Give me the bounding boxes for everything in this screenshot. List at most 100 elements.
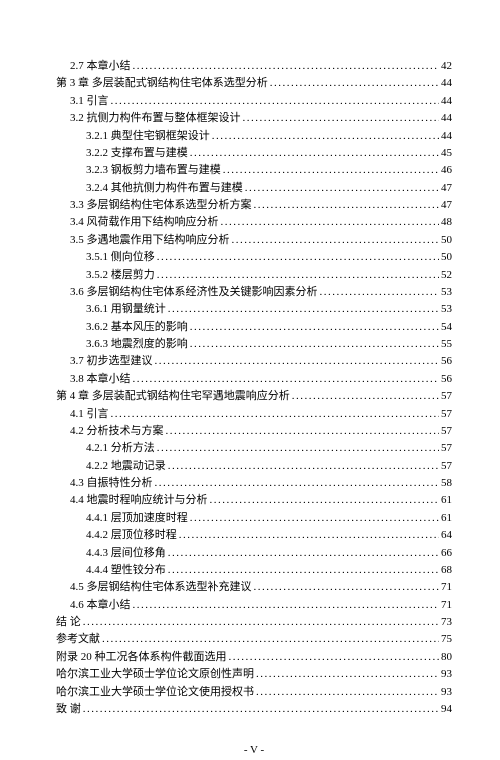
toc-page: 42 [441, 58, 452, 75]
toc-leader-dots [232, 232, 440, 249]
toc-leader-dots [256, 684, 439, 701]
toc-page: 73 [441, 614, 452, 631]
toc-page: 64 [441, 527, 452, 544]
toc-label: 4.5 多层钢结构住宅体系选型补充建议 [70, 579, 252, 596]
toc-label: 3.3 多层钢结构住宅体系选型分析方案 [70, 197, 252, 214]
toc-entry: 3.2.4 其他抗侧力构件布置与建模47 [56, 180, 452, 197]
toc-page: 71 [441, 597, 452, 614]
toc-page: 61 [441, 510, 452, 527]
toc-entry: 4.2.2 地震动记录57 [56, 458, 452, 475]
toc-entry: 第 3 章 多层装配式钢结构住宅体系选型分析 44 [56, 75, 452, 92]
toc-label: 附录 20 种工况各体系构件截面选用 [56, 649, 227, 666]
toc-leader-dots [83, 701, 439, 718]
toc-leader-dots [133, 597, 440, 614]
toc-entry: 4.4 地震时程响应统计与分析 61 [56, 492, 452, 509]
toc-label: 4.2 分析技术与方案 [70, 423, 164, 440]
toc-entry: 3.2.2 支撑布置与建模 45 [56, 145, 452, 162]
toc-entry: 3.7 初步选型建议 56 [56, 353, 452, 370]
toc-page: 48 [441, 214, 452, 231]
toc-entry: 3.5.1 侧向位移 50 [56, 249, 452, 266]
toc-leader-dots [256, 666, 439, 683]
toc-page: 44 [441, 110, 452, 127]
toc-leader-dots [168, 301, 439, 318]
toc-page: 46 [441, 162, 452, 179]
toc-label: 4.4.3 层间位移角 [86, 545, 166, 562]
toc-label: 4.4.4 塑性铰分布 [86, 562, 166, 579]
toc-label: 3.5.2 楼层剪力 [86, 267, 155, 284]
toc-page: 54 [441, 319, 452, 336]
toc-entry: 3.6.2 基本风压的影响 54 [56, 319, 452, 336]
toc-page: 53 [441, 301, 452, 318]
toc-entry: 4.5 多层钢结构住宅体系选型补充建议 71 [56, 579, 452, 596]
toc-entry: 第 4 章 多层装配式钢结构住宅罕遇地震响应分析57 [56, 388, 452, 405]
toc-label: 3.6.2 基本风压的影响 [86, 319, 188, 336]
toc-page: 44 [441, 75, 452, 92]
toc-page: 50 [441, 232, 452, 249]
toc-leader-dots [179, 527, 439, 544]
toc-label: 3.6.3 地震烈度的影响 [86, 336, 188, 353]
toc-leader-dots [292, 388, 439, 405]
toc-page: 44 [441, 128, 452, 145]
toc-page: 52 [441, 267, 452, 284]
toc-page: 71 [441, 579, 452, 596]
toc-page: 66 [441, 545, 452, 562]
toc-leader-dots [157, 249, 439, 266]
toc-label: 致 谢 [56, 701, 81, 718]
toc-leader-dots [157, 267, 439, 284]
toc-page: 93 [441, 684, 452, 701]
toc-entry: 3.3 多层钢结构住宅体系选型分析方案 47 [56, 197, 452, 214]
toc-leader-dots [102, 631, 439, 648]
toc-page: 57 [441, 388, 452, 405]
toc-label: 3.5.1 侧向位移 [86, 249, 155, 266]
toc-entry: 3.1 引言44 [56, 93, 452, 110]
toc-label: 3.1 引言 [70, 93, 109, 110]
toc-entry: 3.2.1 典型住宅钢框架设计 44 [56, 128, 452, 145]
toc-page: 55 [441, 336, 452, 353]
toc-leader-dots [254, 579, 440, 596]
toc-label: 结 论 [56, 614, 81, 631]
toc-page: 56 [441, 353, 452, 370]
toc-entry: 3.6 多层钢结构住宅体系经济性及关键影响因素分析53 [56, 284, 452, 301]
toc-label: 3.2.1 典型住宅钢框架设计 [86, 128, 210, 145]
toc-page: 50 [441, 249, 452, 266]
toc-leader-dots [212, 128, 439, 145]
toc-label: 3.8 本章小结 [70, 371, 131, 388]
toc-label: 3.2 抗侧力构件布置与整体框架设计 [70, 110, 241, 127]
toc-entry: 3.2.3 钢板剪力墙布置与建模 46 [56, 162, 452, 179]
toc-label: 4.4 地震时程响应统计与分析 [70, 492, 208, 509]
toc-page: 57 [441, 458, 452, 475]
toc-label: 3.2.4 其他抗侧力构件布置与建模 [86, 180, 243, 197]
toc-leader-dots [245, 180, 439, 197]
toc-entry: 4.1 引言57 [56, 406, 452, 423]
toc-page: 57 [441, 440, 452, 457]
table-of-contents: 2.7 本章小结42第 3 章 多层装配式钢结构住宅体系选型分析443.1 引言… [56, 58, 452, 718]
toc-entry: 3.6.1 用钢量统计 53 [56, 301, 452, 318]
toc-label: 3.5 多遇地震作用下结构响应分析 [70, 232, 230, 249]
toc-label: 3.2.2 支撑布置与建模 [86, 145, 188, 162]
toc-leader-dots [221, 214, 440, 231]
toc-page: 45 [441, 145, 452, 162]
toc-label: 哈尔滨工业大学硕士学位论文原创性声明 [56, 666, 254, 683]
toc-leader-dots [190, 510, 439, 527]
toc-entry: 4.6 本章小结71 [56, 597, 452, 614]
toc-entry: 结 论 73 [56, 614, 452, 631]
toc-label: 3.6.1 用钢量统计 [86, 301, 166, 318]
toc-page: 61 [441, 492, 452, 509]
toc-leader-dots [254, 197, 440, 214]
toc-entry: 4.4.1 层顶加速度时程 61 [56, 510, 452, 527]
toc-page: 58 [441, 475, 452, 492]
toc-leader-dots [270, 75, 439, 92]
toc-label: 3.2.3 钢板剪力墙布置与建模 [86, 162, 221, 179]
toc-label: 第 3 章 多层装配式钢结构住宅体系选型分析 [56, 75, 268, 92]
toc-label: 3.7 初步选型建议 [70, 353, 153, 370]
toc-page: 47 [441, 197, 452, 214]
toc-leader-dots [111, 406, 440, 423]
toc-label: 4.2.1 分析方法 [86, 440, 155, 457]
toc-entry: 4.2.1 分析方法 57 [56, 440, 452, 457]
toc-entry: 2.7 本章小结42 [56, 58, 452, 75]
toc-leader-dots [190, 145, 439, 162]
toc-leader-dots [111, 93, 440, 110]
toc-leader-dots [190, 336, 439, 353]
toc-entry: 3.6.3 地震烈度的影响 55 [56, 336, 452, 353]
toc-label: 4.4.1 层顶加速度时程 [86, 510, 188, 527]
